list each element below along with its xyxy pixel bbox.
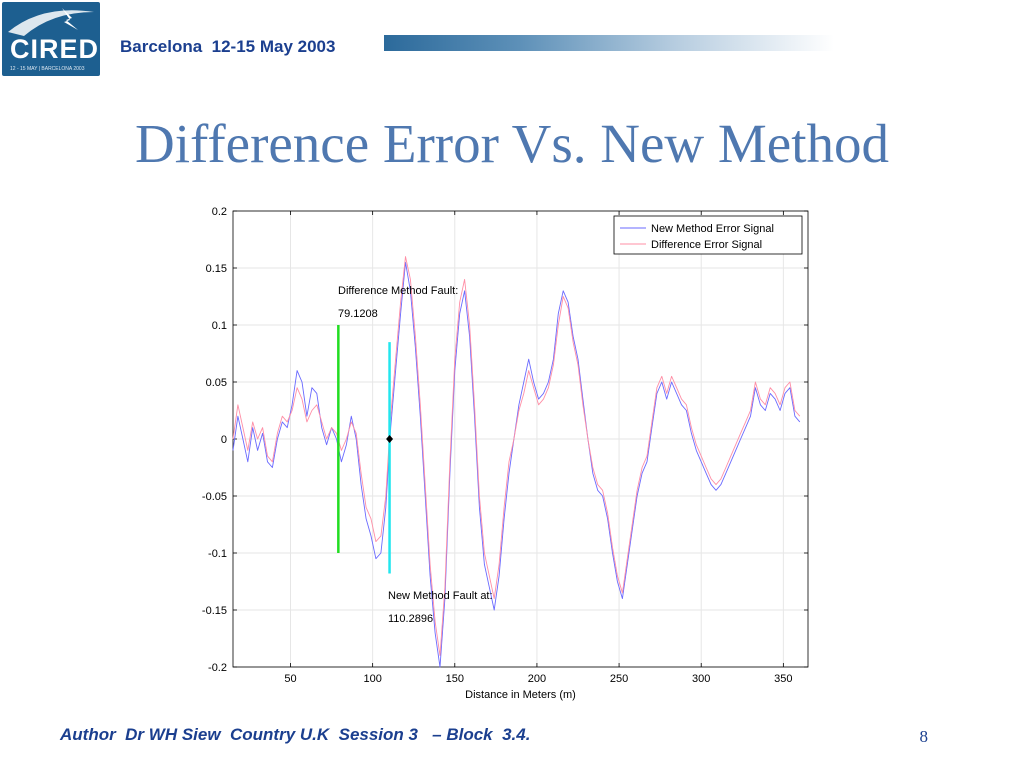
x-tick-label: 100: [363, 673, 381, 685]
logo-text: CIRED: [10, 34, 100, 64]
y-tick-label: -0.1: [208, 548, 227, 560]
y-tick-label: -0.15: [202, 605, 227, 617]
legend-box: [613, 215, 803, 255]
x-tick-label: 250: [610, 673, 628, 685]
fault-point-marker: [386, 435, 394, 443]
legend-label: New Method Error Signal: [651, 223, 774, 235]
x-axis-label: Distance in Meters (m): [465, 689, 576, 701]
x-tick-label: 300: [692, 673, 710, 685]
y-tick-label: -0.2: [208, 662, 227, 674]
y-tick-label: 0.15: [206, 263, 227, 275]
x-tick-label: 200: [528, 673, 546, 685]
legend-label: Difference Error Signal: [651, 239, 762, 251]
page-number: 8: [919, 727, 929, 746]
conference-label: Barcelona 12-15 May 2003: [120, 37, 336, 56]
annotation-title: Difference Method Fault:: [338, 285, 458, 297]
slide-title: Difference Error Vs. New Method: [135, 113, 889, 174]
header-gradient-bar: [384, 35, 834, 51]
annotation-value: 110.2896: [388, 613, 433, 625]
logo-subtext: 12 - 15 MAY | BARCELONA 2003: [10, 66, 85, 72]
logo-swoosh-icon: [8, 8, 94, 36]
x-tick-label: 150: [446, 673, 464, 685]
cired-logo: CIRED 12 - 15 MAY | BARCELONA 2003: [2, 2, 100, 76]
x-tick-label: 350: [774, 673, 792, 685]
y-tick-label: 0: [221, 434, 227, 446]
series-line-difference: [232, 256, 801, 657]
y-tick-label: 0.05: [206, 377, 227, 389]
annotation-title: New Method Fault at:: [388, 590, 493, 602]
footer-text: Author Dr WH Siew Country U.K Session 3 …: [60, 725, 531, 744]
annotation-value: 79.1208: [338, 308, 378, 320]
series-line-new-method: [232, 261, 801, 668]
y-tick-label: 0.2: [212, 206, 227, 218]
y-tick-label: -0.05: [202, 491, 227, 503]
x-tick-label: 50: [284, 673, 296, 685]
y-tick-label: 0.1: [212, 320, 227, 332]
